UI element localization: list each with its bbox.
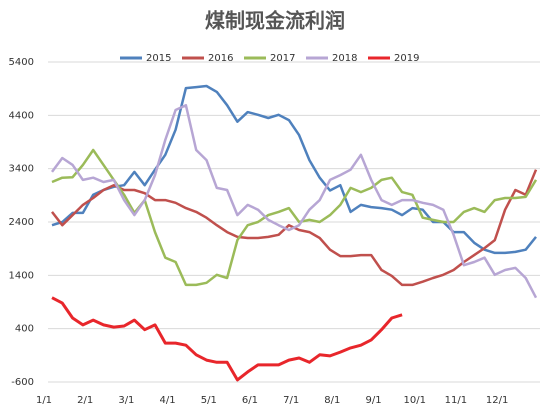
y-tick-label: 4400 (9, 110, 34, 121)
x-tick-label: 6/1 (242, 395, 258, 406)
x-tick-label: 7/1 (283, 395, 299, 406)
x-tick-label: 11/1 (445, 395, 467, 406)
series-line (51, 148, 538, 287)
y-tick-label: -600 (11, 377, 34, 388)
y-tick-label: 3400 (9, 164, 34, 175)
legend-label: 2017 (270, 53, 295, 64)
x-tick-label: 8/1 (324, 395, 340, 406)
y-tick-label: 400 (15, 324, 34, 335)
x-tick-label: 10/1 (403, 395, 425, 406)
x-tick-label: 2/1 (77, 395, 93, 406)
x-tick-label: 12/1 (486, 395, 508, 406)
legend-label: 2018 (332, 53, 357, 64)
series-line (51, 296, 403, 382)
x-tick-label: 9/1 (365, 395, 381, 406)
x-tick-label: 3/1 (118, 395, 134, 406)
legend-label: 2015 (146, 53, 171, 64)
chart-title: 煤制现金流利润 (205, 9, 345, 33)
legend-label: 2016 (208, 53, 233, 64)
x-tick-label: 5/1 (201, 395, 217, 406)
y-tick-label: 1400 (9, 270, 34, 281)
x-tick-label: 1/1 (36, 395, 52, 406)
y-tick-label: 2400 (9, 217, 34, 228)
y-tick-label: 5400 (9, 57, 34, 68)
series-line (50, 103, 538, 299)
x-tick-label: 4/1 (160, 395, 176, 406)
legend-label: 2019 (394, 53, 419, 64)
series-line (51, 84, 537, 255)
